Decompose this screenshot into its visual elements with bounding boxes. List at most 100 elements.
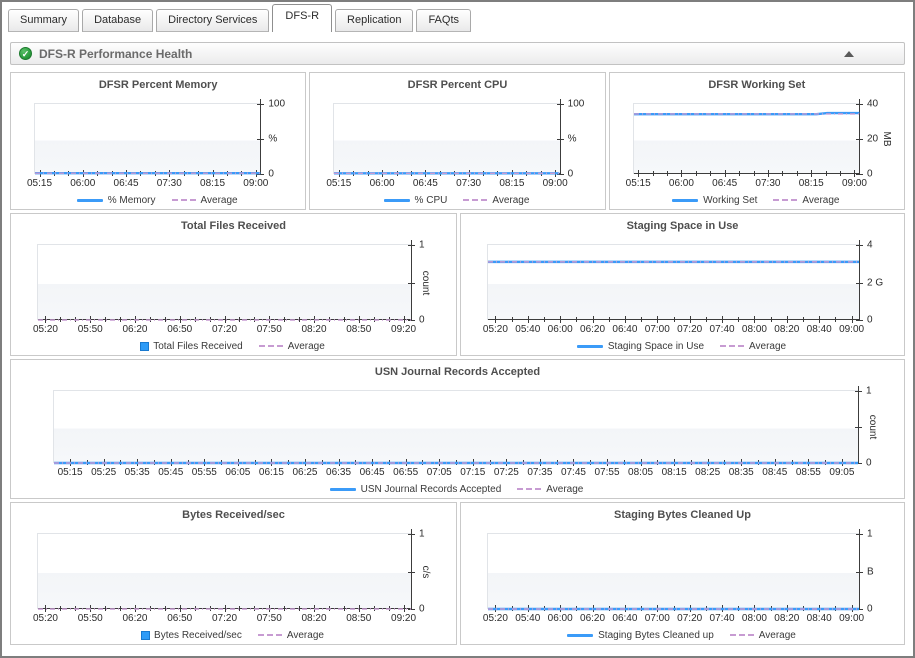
y-axis-tick	[855, 139, 863, 140]
x-axis-tick	[560, 316, 562, 323]
legend-average-label: Average	[749, 340, 787, 352]
y-axis-tick	[856, 609, 863, 610]
x-axis-minor-tick	[667, 171, 668, 176]
tab-summary[interactable]: Summary	[8, 9, 80, 32]
legend-series-label: % CPU	[414, 194, 448, 206]
x-axis-tick	[45, 605, 47, 612]
x-axis-minor-tick	[299, 317, 301, 322]
tab-dfs-r[interactable]: DFS-R	[272, 4, 333, 32]
x-axis-minor-tick	[105, 317, 107, 322]
x-axis-tick	[224, 316, 226, 323]
x-axis-label: 09:00	[841, 178, 867, 189]
x-axis-label: 06:00	[70, 178, 96, 189]
legend-average-label: Average	[287, 340, 325, 352]
x-axis-label: 06:00	[547, 324, 573, 335]
chart-legend: Staging Bytes Cleaned up Average	[461, 628, 904, 642]
chart-title: Staging Bytes Cleaned Up	[614, 509, 751, 521]
x-axis-minor-tick	[782, 171, 784, 176]
chart-panel-usn-journal-records-accepted: USN Journal Records Accepted 05:15 05:25 0…	[10, 359, 905, 499]
x-axis-label: 07:20	[677, 324, 703, 335]
chart-title: Staging Space in Use	[626, 220, 739, 232]
x-axis-label: 08:50	[346, 324, 372, 335]
legend-line-marker-icon	[672, 198, 699, 202]
legend-average-dash-icon	[773, 199, 798, 201]
charts-grid: DFSR Percent Memory 05:15 06:00 06:45 07:30…	[10, 72, 905, 645]
x-axis-label: 06:20	[122, 613, 148, 624]
x-axis-tick	[358, 605, 360, 612]
chart-panel-staging-space-in-use: Staging Space in Use 05:20 05:40 06:00 06:2…	[460, 213, 905, 356]
chart-title: DFSR Working Set	[708, 79, 806, 91]
x-axis-label: 05:15	[26, 178, 53, 189]
x-axis-tick	[179, 316, 181, 323]
charts-row-1: DFSR Percent Memory 05:15 06:00 06:45 07:30…	[10, 72, 905, 210]
series-svg	[54, 391, 858, 463]
x-axis-tick	[722, 316, 724, 323]
y-axis-tick	[856, 320, 863, 321]
green-check-icon: ✓	[19, 47, 32, 60]
x-axis-minor-tick	[840, 171, 842, 176]
y-axis-min-label: 0	[567, 168, 574, 180]
y-axis-min-label: 0	[419, 603, 425, 615]
x-axis-label: 06:50	[167, 613, 193, 624]
x-axis-label: 08:15	[798, 178, 824, 189]
legend-average-dash-icon	[258, 345, 283, 347]
x-axis-label: 06:45	[412, 178, 438, 189]
chart-title: DFSR Percent CPU	[407, 79, 508, 91]
collapse-up-arrow-icon[interactable]	[844, 50, 854, 57]
x-axis-tick	[854, 170, 856, 177]
x-axis-label: 07:40	[709, 613, 735, 624]
x-axis-label: 08:05	[628, 467, 654, 478]
chart-plot-area: 05:20 05:50 06:20 06:50 07:20 07:50 08:20 08:50…	[11, 527, 456, 626]
x-axis-minor-tick	[299, 606, 301, 611]
x-axis-minor-tick	[511, 317, 513, 322]
x-axis-tick	[224, 605, 226, 612]
chart-plot-area: 05:15 06:00 06:45 07:30 08:15 09:00 100 0%	[11, 97, 305, 191]
legend-average-dash-icon	[171, 199, 196, 201]
x-axis-minor-tick	[803, 317, 804, 322]
y-axis-tick	[257, 174, 265, 175]
x-axis-label: 07:30	[755, 178, 781, 189]
chart-title: Bytes Received/sec	[182, 509, 285, 521]
legend-average-dash-icon	[517, 488, 542, 490]
x-axis-minor-tick	[105, 606, 107, 611]
legend-square-marker-icon	[140, 341, 150, 351]
y-axis-tick	[855, 104, 863, 105]
tab-bar: Summary Database Directory Services DFS-…	[8, 4, 471, 32]
y-axis-tick	[556, 104, 564, 105]
y-axis-unit-label: c/s	[420, 565, 431, 578]
x-axis-label: 07:00	[644, 324, 670, 335]
tab-replication[interactable]: Replication	[335, 9, 414, 32]
plot-region: 05:15 06:00 06:45 07:30 08:15 09:00 40 0 20 MB	[626, 99, 892, 190]
x-axis-label: 07:35	[527, 467, 553, 478]
x-axis-label: 07:25	[493, 467, 519, 478]
charts-row-2: Total Files Received 05:20 05:50 06:20 06:5…	[10, 213, 905, 356]
tab-database[interactable]: Database	[82, 9, 154, 32]
x-axis-tick	[819, 316, 821, 323]
x-axis-label: 05:20	[32, 324, 58, 335]
tab-faqts[interactable]: FAQts	[416, 9, 471, 32]
y-axis-tick	[408, 282, 415, 284]
y-axis-mid-label: 20	[866, 133, 879, 145]
y-axis-tick	[855, 463, 862, 464]
x-axis-minor-tick	[164, 606, 166, 611]
x-axis-minor-tick	[60, 606, 62, 611]
y-axis-unit-label: MB	[880, 131, 892, 147]
x-axis-tick	[638, 170, 640, 177]
chart-panel-staging-bytes-cleaned-up: Staging Bytes Cleaned Up 05:20 05:40 06:00…	[460, 502, 905, 645]
y-axis-line	[411, 529, 412, 609]
chart-legend: Staging Space in Use Average	[461, 339, 904, 353]
x-axis-label: 06:25	[292, 467, 318, 478]
x-axis-minor-tick	[796, 171, 798, 176]
x-axis-line	[633, 173, 859, 174]
tab-directory-services[interactable]: Directory Services	[156, 9, 270, 32]
y-axis-unit-label: %	[567, 133, 577, 145]
x-axis-tick	[681, 170, 683, 177]
x-axis-label: 06:55	[393, 467, 419, 478]
x-axis-label: 07:20	[677, 613, 703, 624]
series-svg	[334, 104, 559, 174]
x-axis-label: 06:40	[612, 613, 638, 624]
x-axis-minor-tick	[543, 317, 545, 322]
x-axis-minor-tick	[753, 171, 755, 176]
y-axis-tick	[856, 534, 863, 535]
